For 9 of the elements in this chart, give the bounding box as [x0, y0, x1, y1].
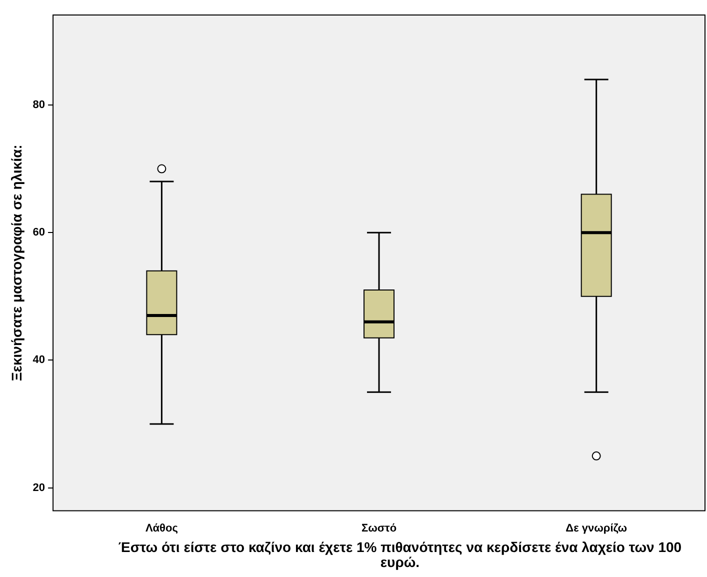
- x-tick-label: Σωστό: [361, 522, 397, 534]
- y-tick-label: 80: [32, 99, 46, 112]
- y-tick-label: 40: [32, 354, 46, 366]
- y-tick-label: 20: [32, 482, 46, 494]
- x-tick-label: Λάθος: [145, 522, 178, 534]
- x-axis-title: Έστω ότι είστε στο καζίνο και έχετε 1% πιθανότητες να κερδίσετε ένα λαχείο των 100 ευρώ.: [117, 539, 683, 570]
- x-tick-label: Δε γνωρίζω: [566, 522, 627, 534]
- y-tick-label: 60: [32, 226, 46, 239]
- y-axis-title: Ξεκινήσατε μαστογραφία σε ηλικία:: [8, 144, 24, 382]
